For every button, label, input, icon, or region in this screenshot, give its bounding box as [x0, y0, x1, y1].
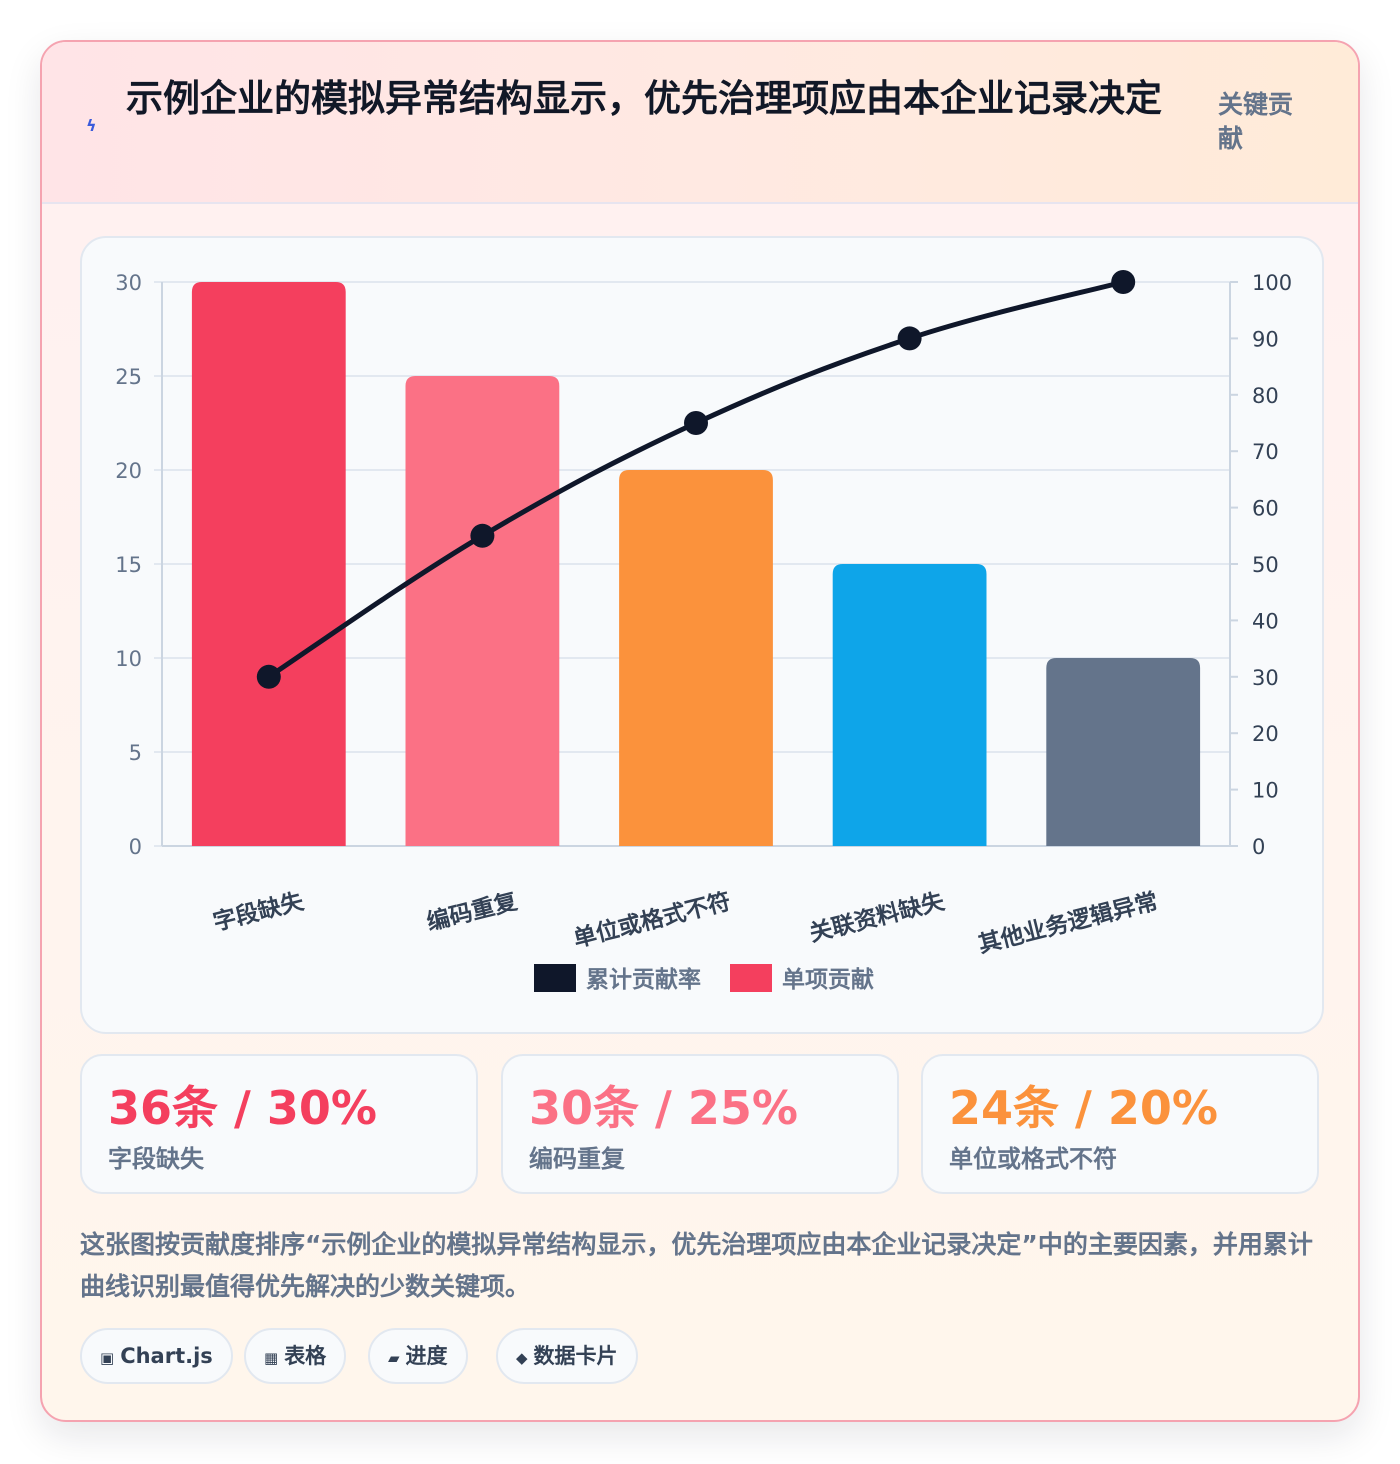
chart-icon: ▣ [100, 1349, 115, 1367]
y-tick-label: 0 [129, 835, 142, 859]
y-tick-label: 25 [115, 365, 142, 389]
legend-swatch [534, 964, 576, 992]
x-tick-label: 字段缺失 [210, 887, 307, 936]
table-icon: ▦ [264, 1349, 279, 1367]
page-title: 示例企业的模拟异常结构显示，优先治理项应由本企业记录决定 [126, 77, 1162, 120]
y2-tick-label: 40 [1252, 609, 1279, 633]
stat-card-2: 30条 / 25% 编码重复 [501, 1054, 899, 1194]
stat-label: 单位或格式不符 [949, 1145, 1117, 1173]
y-tick-label: 5 [129, 741, 142, 765]
y2-tick-label: 60 [1252, 497, 1279, 521]
x-tick-label: 其他业务逻辑异常 [976, 888, 1161, 959]
stat-value: 36条 / 30% [108, 1081, 377, 1135]
y2-tick-label: 70 [1252, 440, 1279, 464]
y-tick-label: 20 [115, 459, 142, 483]
pill-label: 表格 [284, 1344, 327, 1368]
stat-label: 编码重复 [529, 1145, 625, 1173]
chart-description: 这张图按贡献度排序“示例企业的模拟异常结构显示，优先治理项应由本企业记录决定”中… [80, 1230, 1313, 1301]
y2-tick-label: 80 [1252, 384, 1279, 408]
legend-label: 单项贡献 [782, 967, 874, 993]
cumulative-point [1111, 270, 1136, 294]
cumulative-point [684, 411, 708, 435]
y2-tick-label: 100 [1252, 271, 1292, 295]
bar [619, 470, 773, 846]
cumulative-point [256, 664, 281, 689]
x-tick-label: 关联资料缺失 [807, 887, 948, 947]
bar [191, 282, 346, 846]
y2-tick-label: 20 [1252, 722, 1279, 746]
x-tick-label: 单位或格式不符 [571, 888, 734, 953]
diamond-icon: ◆ [516, 1349, 528, 1367]
y2-tick-label: 10 [1252, 779, 1279, 803]
y2-tick-label: 0 [1252, 835, 1265, 859]
stat-card-3: 24条 / 20% 单位或格式不符 [921, 1054, 1319, 1194]
pill-table[interactable]: ▦ 表格 [244, 1328, 347, 1384]
pill-progress[interactable]: ▰ 进度 [368, 1328, 468, 1384]
y-tick-label: 10 [115, 647, 142, 671]
x-tick-label: 编码重复 [424, 887, 521, 936]
pareto-chart: 0 5 10 15 20 25 30 0 10 20 30 40 50 60 70 80 90 100 字段缺失 编码… [115, 270, 1292, 993]
bar [405, 376, 560, 846]
cumulative-point [470, 523, 495, 548]
y2-tick-label: 50 [1252, 553, 1279, 577]
pill-chartjs[interactable]: ▣ Chart.js [80, 1328, 233, 1384]
stat-label: 字段缺失 [108, 1145, 204, 1173]
bar [1046, 658, 1201, 846]
pill-label: 数据卡片 [533, 1344, 618, 1368]
stat-value: 30条 / 25% [529, 1081, 798, 1135]
progress-icon: ▰ [388, 1349, 400, 1367]
stat-value: 24条 / 20% [949, 1081, 1218, 1135]
legend-swatch [730, 964, 772, 992]
y2-tick-label: 90 [1252, 327, 1279, 351]
lightning-bolt-icon: ϟ [86, 116, 97, 135]
bar [832, 564, 987, 846]
y2-tick-label: 30 [1252, 666, 1279, 690]
y-tick-label: 30 [115, 271, 142, 295]
header-tag: 关键贡献 [1218, 90, 1294, 153]
y-tick-label: 15 [115, 553, 142, 577]
pareto-card: ϟ 示例企业的模拟异常结构显示，优先治理项应由本企业记录决定 关键贡献 0 5 10… [40, 40, 1360, 1422]
stat-card-1: 36条 / 30% 字段缺失 [80, 1054, 478, 1194]
legend-label: 累计贡献率 [586, 966, 701, 993]
pill-label: Chart.js [120, 1344, 213, 1368]
pill-label: 进度 [405, 1344, 448, 1368]
pill-data-card[interactable]: ◆ 数据卡片 [496, 1328, 638, 1384]
card-header: ϟ 示例企业的模拟异常结构显示，优先治理项应由本企业记录决定 关键贡献 [42, 42, 1358, 204]
cumulative-point [897, 326, 922, 351]
chart-panel: 0 5 10 15 20 25 30 0 10 20 30 40 50 60 70 80 90 100 字段缺失 编码… [80, 236, 1324, 1034]
